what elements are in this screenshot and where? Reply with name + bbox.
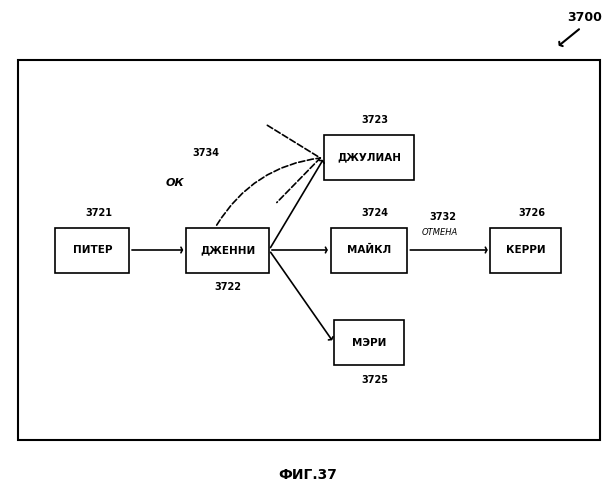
Text: ДЖЕННИ: ДЖЕННИ xyxy=(200,245,255,255)
Text: 3734: 3734 xyxy=(192,148,220,158)
Text: 3732: 3732 xyxy=(429,212,456,222)
FancyBboxPatch shape xyxy=(331,228,407,272)
FancyBboxPatch shape xyxy=(18,60,600,440)
Text: 3700: 3700 xyxy=(567,11,601,24)
FancyBboxPatch shape xyxy=(325,135,413,180)
Text: ПИТЕР: ПИТЕР xyxy=(73,245,112,255)
FancyBboxPatch shape xyxy=(186,228,269,272)
Text: 3723: 3723 xyxy=(362,115,389,125)
Text: КЕРРИ: КЕРРИ xyxy=(506,245,546,255)
FancyBboxPatch shape xyxy=(491,228,561,272)
Text: МЭРИ: МЭРИ xyxy=(352,338,386,347)
FancyBboxPatch shape xyxy=(55,228,129,272)
FancyArrowPatch shape xyxy=(216,126,320,225)
Text: 3724: 3724 xyxy=(362,208,389,218)
Text: 3721: 3721 xyxy=(85,208,112,218)
Text: МАЙКЛ: МАЙКЛ xyxy=(347,245,391,255)
Text: 3725: 3725 xyxy=(362,375,389,385)
FancyBboxPatch shape xyxy=(333,320,405,365)
Text: ДЖУЛИАН: ДЖУЛИАН xyxy=(337,152,401,162)
Text: 3726: 3726 xyxy=(518,208,546,218)
Text: ОК: ОК xyxy=(166,178,184,188)
Text: ОТМЕНА: ОТМЕНА xyxy=(422,228,458,237)
Text: ФИГ.37: ФИГ.37 xyxy=(278,468,337,482)
Text: 3722: 3722 xyxy=(214,282,241,292)
